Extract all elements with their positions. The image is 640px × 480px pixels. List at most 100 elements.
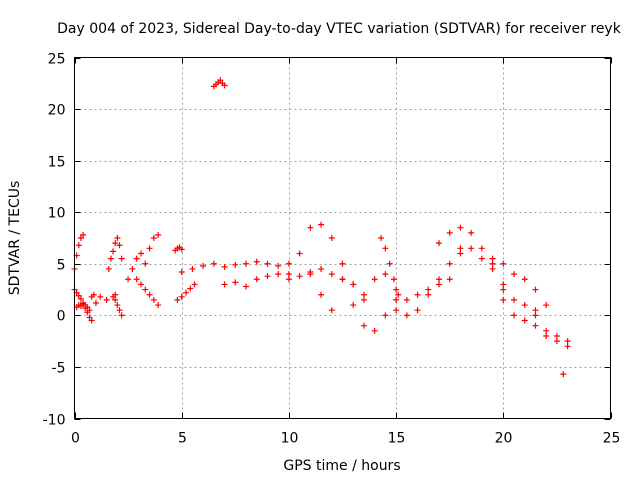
x-tick-label: 25: [603, 431, 621, 447]
grid: [74, 57, 611, 419]
data-point: [489, 265, 496, 272]
data-point: [328, 235, 335, 241]
data-point: [339, 260, 346, 267]
data-point: [511, 312, 518, 319]
data-point: [137, 281, 144, 288]
data-point: [110, 248, 117, 255]
data-point: [500, 281, 507, 288]
data-point: [118, 312, 125, 319]
data-point: [264, 273, 271, 280]
data-point: [560, 371, 567, 378]
data-point: [77, 235, 84, 241]
data-point: [82, 305, 89, 312]
data-point: [425, 286, 432, 293]
data-point: [77, 295, 84, 302]
series-arc-16: [360, 271, 453, 303]
data-point: [189, 265, 196, 272]
data-point: [150, 296, 157, 303]
y-tick-label: 10: [48, 206, 66, 222]
series-arc-18: [393, 245, 464, 319]
series-arc-12: [221, 265, 335, 290]
data-point: [360, 322, 367, 329]
data-point: [328, 307, 335, 314]
data-point: [232, 279, 239, 286]
x-tick-label: 15: [388, 431, 406, 447]
data-point: [178, 293, 185, 300]
data-point: [243, 260, 250, 267]
x-axis-ticks: 0 5 10 15 20 25: [71, 57, 621, 447]
data-point: [500, 286, 507, 293]
series-arc-04: [105, 235, 125, 272]
data-point: [200, 262, 207, 269]
data-point: [253, 276, 260, 283]
data-point: [285, 271, 292, 278]
data-point: [382, 271, 389, 278]
data-point: [543, 302, 550, 309]
data-point: [435, 276, 442, 283]
data-point: [468, 245, 475, 252]
data-point: [521, 302, 528, 309]
data-point: [382, 312, 389, 319]
data-point: [403, 296, 410, 303]
series-arc-07: [133, 276, 162, 309]
data-point: [150, 235, 157, 241]
data-point: [564, 343, 571, 350]
data-point: [393, 286, 400, 293]
x-tick-label: 20: [495, 431, 513, 447]
data-point: [137, 250, 144, 257]
data-point: [84, 309, 91, 316]
data-point: [112, 240, 119, 247]
series-arc-21: [489, 255, 550, 309]
data-point: [88, 317, 95, 324]
series-arc-11: [210, 77, 228, 90]
data-point: [521, 317, 528, 324]
data-point: [146, 245, 153, 252]
data-point: [468, 229, 475, 236]
data-point: [564, 338, 571, 345]
y-tick-label: -5: [52, 361, 66, 377]
data-point: [489, 260, 496, 267]
data-point: [435, 281, 442, 288]
data-point: [129, 265, 136, 272]
series-arc-14: [307, 271, 367, 314]
data-point: [80, 231, 87, 238]
data-point: [142, 286, 149, 293]
data-point: [360, 296, 367, 303]
data-point: [500, 260, 507, 267]
data-point: [116, 307, 123, 314]
data-point: [107, 255, 114, 262]
data-point: [489, 255, 496, 262]
data-point: [318, 221, 325, 228]
series-arc-06: [125, 231, 162, 283]
y-tick-label: 5: [57, 258, 66, 274]
data-point: [360, 291, 367, 298]
data-point: [92, 299, 99, 306]
data-point: [110, 293, 117, 300]
series-arc-24: [560, 371, 567, 378]
data-point: [191, 281, 198, 288]
data-point: [390, 276, 397, 283]
data-point: [414, 291, 421, 298]
data-point: [112, 296, 119, 303]
series-arc-15: [339, 276, 400, 334]
data-point: [114, 302, 121, 309]
data-point: [133, 276, 140, 283]
data-point: [221, 281, 228, 288]
data-point: [307, 271, 314, 278]
data-point: [174, 296, 181, 303]
data-point: [103, 296, 110, 303]
x-axis-label: GPS time / hours: [283, 458, 400, 474]
series-arc-23: [532, 312, 571, 345]
data-point: [425, 291, 432, 298]
data-point: [532, 322, 539, 329]
data-point: [532, 307, 539, 314]
data-point: [296, 273, 303, 280]
data-point: [532, 312, 539, 319]
data-point: [328, 271, 335, 278]
data-point: [371, 327, 378, 334]
x-tick-label: 5: [178, 431, 187, 447]
data-point: [532, 286, 539, 293]
data-point: [350, 302, 357, 309]
data-point: [125, 276, 132, 283]
